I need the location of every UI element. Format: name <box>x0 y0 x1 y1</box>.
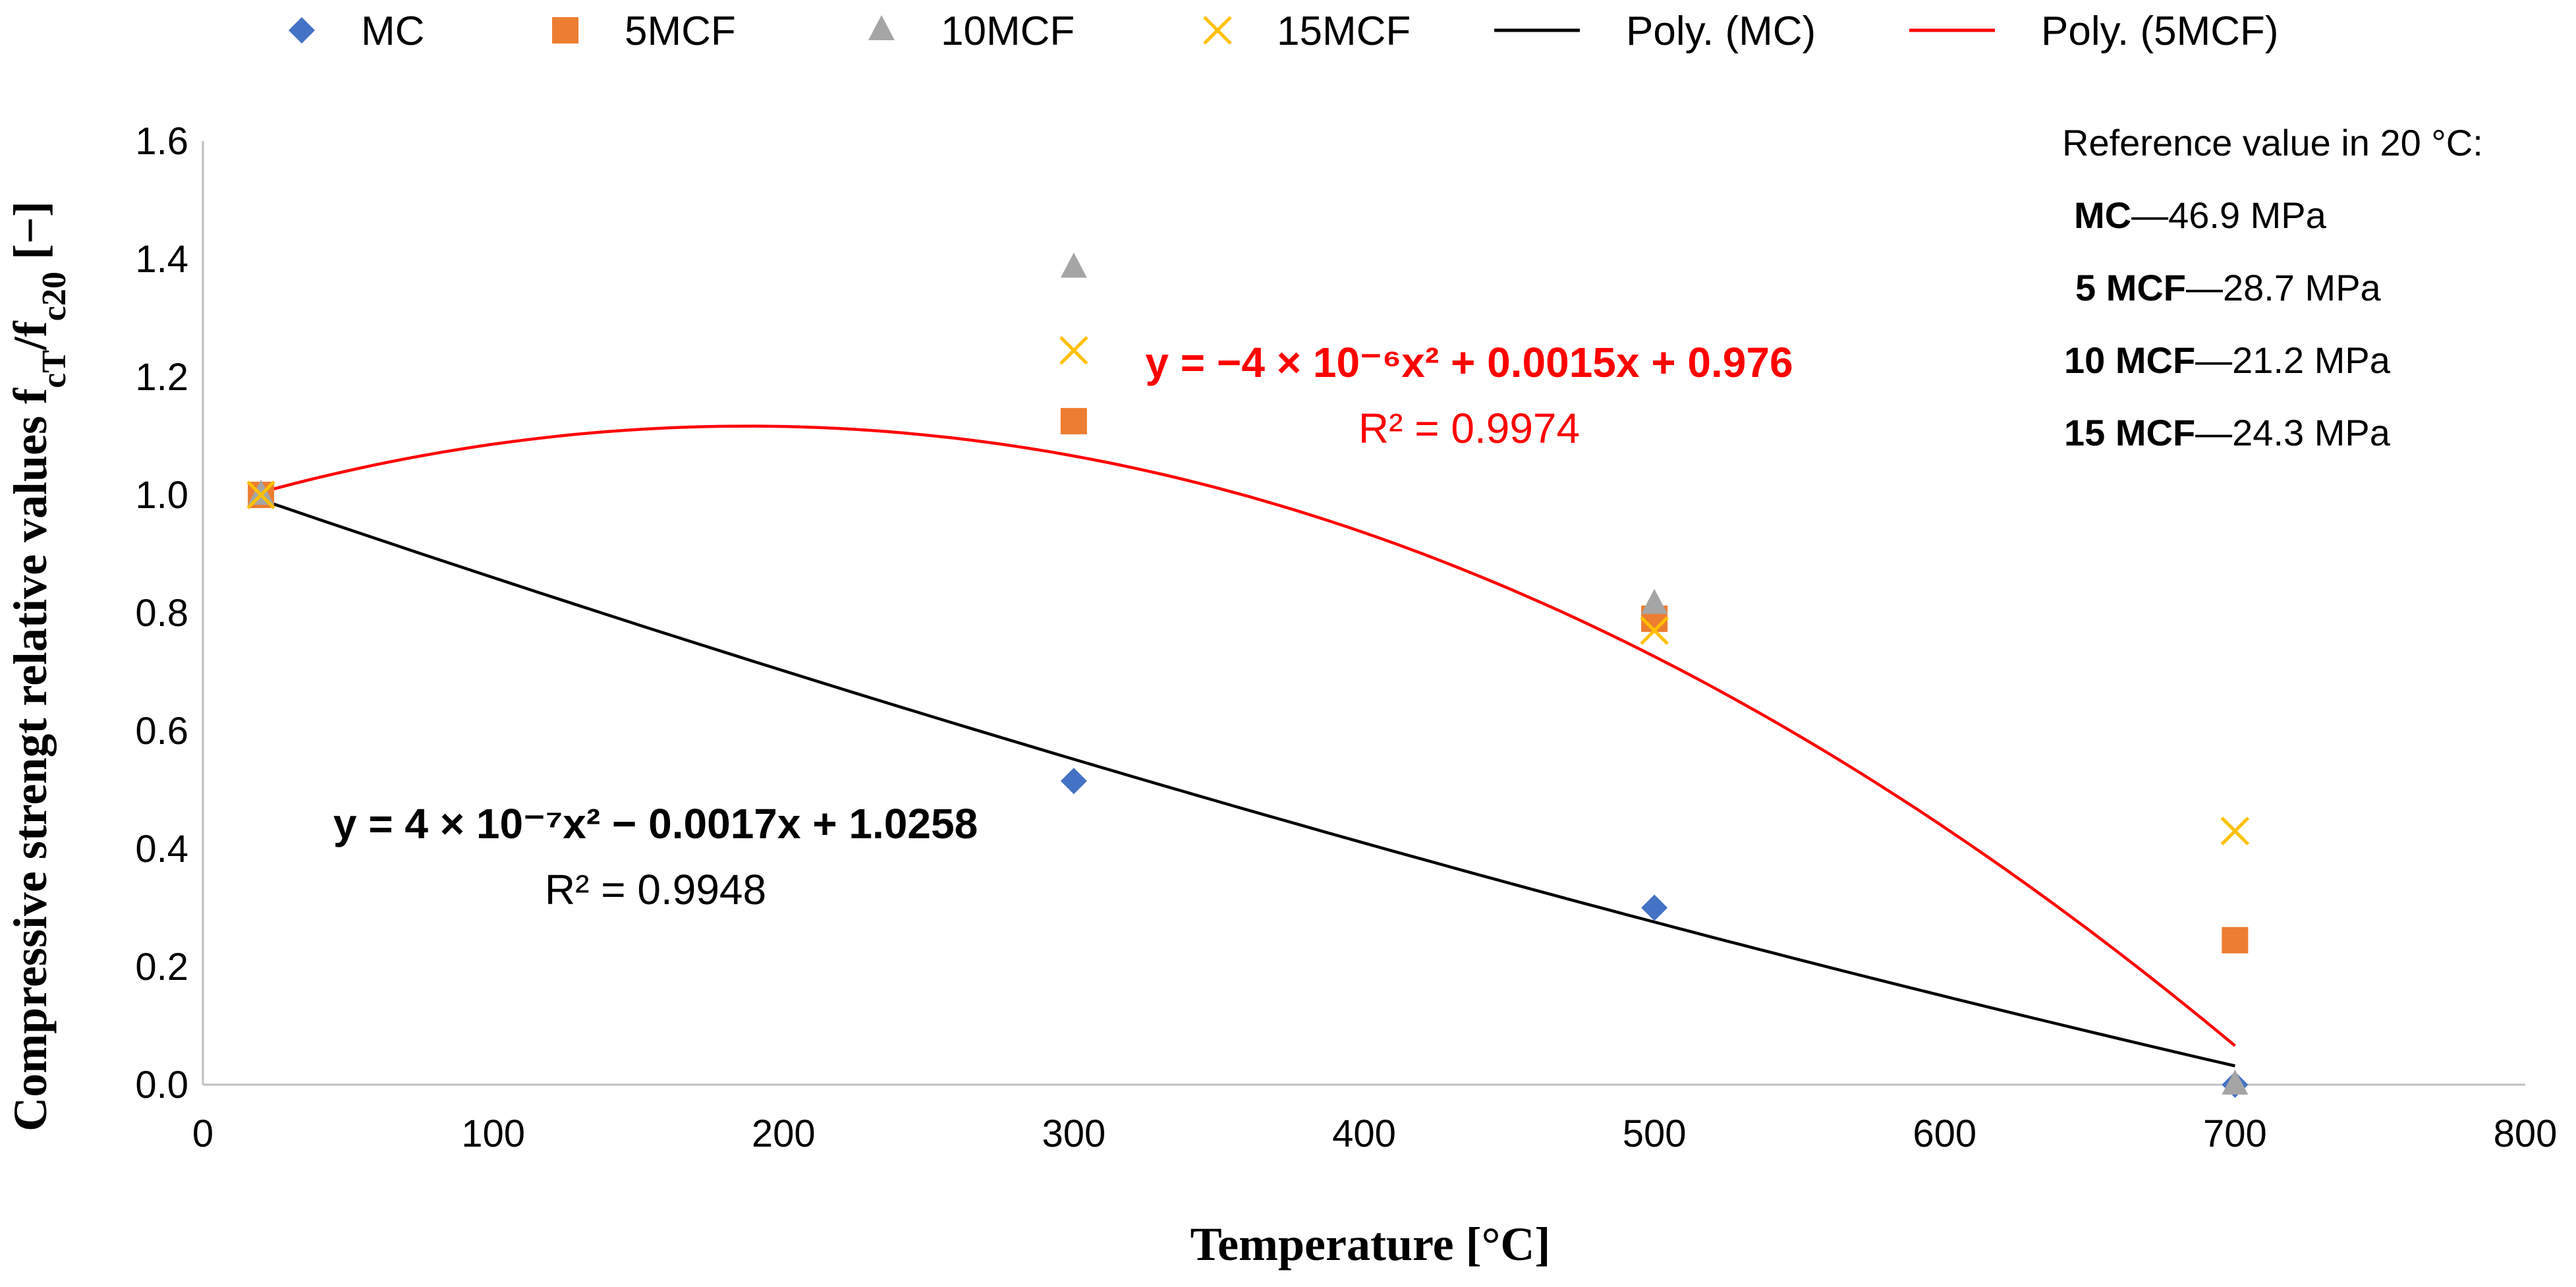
data-point-15mcf <box>246 480 275 509</box>
data-point-10mcf <box>2222 1070 2249 1095</box>
data-point-10mcf <box>1641 588 1668 614</box>
data-point-5mcf <box>2222 927 2249 954</box>
y-tick-label: 0.8 <box>135 592 188 635</box>
legend-swatch <box>868 15 895 40</box>
legend-swatch <box>1203 16 1232 45</box>
x-tick-label: 300 <box>1042 1112 1106 1155</box>
legend-label: Poly. (MC) <box>1626 9 1816 54</box>
data-point-15mcf <box>2220 816 2250 845</box>
reference-box: Reference value in 20 °C: MC—46.9 MPa 5 … <box>2062 122 2483 453</box>
y-tick-label: 1.0 <box>135 474 188 517</box>
legend-label: 15MCF <box>1277 9 1411 54</box>
reference-10mcf-label: 10 MCF <box>2064 339 2195 381</box>
legend-label: MC <box>361 9 424 54</box>
y-axis-title-sub1: cT <box>36 350 73 388</box>
trendline <box>260 424 2236 1047</box>
x-tick-label: 700 <box>2203 1112 2267 1155</box>
reference-mc: MC—46.9 MPa <box>2074 194 2327 236</box>
legend-label: Poly. (5MCF) <box>2041 9 2279 54</box>
legend-swatch <box>552 17 578 43</box>
y-axis-title-mid: /f <box>4 320 57 351</box>
y-tick-label: 0.2 <box>135 946 188 988</box>
data-point-5mcf <box>1060 408 1087 435</box>
x-tick-label: 100 <box>461 1112 525 1155</box>
y-axis-title-end: [−] <box>4 201 57 272</box>
equation-mc: y = 4 × 10⁻⁷x² − 0.0017x + 1.0258 <box>333 800 978 847</box>
x-tick-label: 400 <box>1332 1112 1396 1155</box>
data-point-15mcf-stroke <box>1640 616 1669 645</box>
data-point-15mcf-stroke <box>246 480 275 509</box>
reference-5mcf-value: 28.7 MPa <box>2223 267 2382 308</box>
reference-title: Reference value in 20 °C: <box>2062 122 2483 163</box>
reference-15mcf-label: 15 MCF <box>2064 412 2195 453</box>
y-tick-label: 1.4 <box>135 238 188 281</box>
data-point-15mcf <box>1059 335 1088 365</box>
reference-mc-dash: — <box>2131 194 2168 236</box>
reference-5mcf-dash: — <box>2186 267 2223 308</box>
reference-5mcf-label: 5 MCF <box>2075 267 2186 308</box>
legend: MC 5MCF 10MCF 15MCF Poly. (MC) Poly. (5MCF) <box>289 9 2279 54</box>
data-points <box>246 252 2250 1098</box>
x-tick-label: 0 <box>192 1112 213 1155</box>
reference-15mcf-value: 24.3 MPa <box>2232 412 2391 453</box>
reference-10mcf: 10 MCF—21.2 MPa <box>2064 339 2391 381</box>
data-point-mc <box>1641 894 1668 921</box>
x-tick-label: 500 <box>1623 1112 1687 1155</box>
trendlines <box>260 424 2236 1068</box>
x-axis-title: Temperature [°C] <box>1190 1218 1551 1271</box>
legend-label: 10MCF <box>941 9 1075 54</box>
reference-mc-label: MC <box>2074 194 2131 236</box>
x-tick-label: 600 <box>1913 1112 1976 1155</box>
data-point-10mcf <box>1060 252 1087 278</box>
data-point-15mcf-stroke <box>2220 816 2250 845</box>
y-axis-title-main: Compressive strengt relative values f <box>4 387 57 1131</box>
data-point-mc <box>1060 768 1087 795</box>
x-tick-label: 800 <box>2494 1112 2558 1155</box>
r2-mc: R² = 0.9948 <box>545 866 766 913</box>
reference-5mcf: 5 MCF—28.7 MPa <box>2075 267 2382 308</box>
y-tick-label: 0.4 <box>135 828 188 871</box>
reference-15mcf: 15 MCF—24.3 MPa <box>2064 412 2391 453</box>
reference-10mcf-dash: — <box>2195 339 2232 381</box>
data-point-15mcf-stroke <box>1059 335 1088 365</box>
y-tick-label: 0.6 <box>135 710 188 753</box>
y-axis-title: Compressive strengt relative values fcT/… <box>4 201 73 1131</box>
reference-mc-value: 46.9 MPa <box>2168 194 2327 236</box>
y-tick-label: 1.2 <box>135 356 188 399</box>
y-tick-label: 1.6 <box>135 120 188 163</box>
y-axis-title-sub2: c20 <box>36 272 73 321</box>
legend-swatch <box>289 17 315 43</box>
legend-label: 5MCF <box>625 9 736 54</box>
r2-5mcf: R² = 0.9974 <box>1358 405 1580 452</box>
axes: 0 100 200 300 400 500 600 700 800 0.0 0.2 0.4 0.6 0.8… <box>135 120 2557 1155</box>
data-point-10mcf <box>248 480 275 505</box>
legend-swatch-stroke <box>1203 16 1232 45</box>
x-tick-label: 200 <box>752 1112 816 1155</box>
trendline <box>260 498 2235 1068</box>
equation-5mcf: y = −4 × 10⁻⁶x² + 0.0015x + 0.976 <box>1145 339 1793 386</box>
reference-10mcf-value: 21.2 MPa <box>2232 339 2391 381</box>
y-tick-label: 0.0 <box>135 1064 188 1106</box>
data-point-15mcf <box>1640 616 1669 645</box>
reference-15mcf-dash: — <box>2195 412 2232 453</box>
